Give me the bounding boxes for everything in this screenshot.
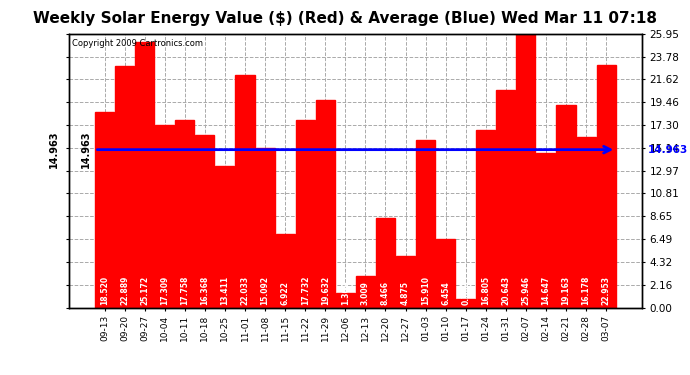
- Bar: [95, 112, 114, 308]
- Text: 25.172: 25.172: [140, 276, 149, 305]
- Text: 14.963: 14.963: [81, 131, 90, 168]
- Bar: [556, 105, 575, 308]
- Text: 15.910: 15.910: [421, 276, 430, 305]
- Bar: [255, 148, 275, 308]
- Bar: [215, 166, 235, 308]
- Text: 14.963: 14.963: [49, 131, 59, 168]
- Bar: [496, 90, 515, 308]
- Bar: [376, 218, 395, 308]
- Bar: [396, 256, 415, 307]
- Text: 0.772: 0.772: [461, 281, 470, 305]
- Text: 18.520: 18.520: [100, 276, 109, 305]
- Text: 16.178: 16.178: [582, 276, 591, 305]
- Bar: [516, 34, 535, 308]
- Bar: [235, 75, 255, 307]
- Text: Copyright 2009 Cartronics.com: Copyright 2009 Cartronics.com: [72, 39, 203, 48]
- Text: 25.946: 25.946: [522, 276, 531, 305]
- Text: 17.758: 17.758: [180, 276, 189, 305]
- Bar: [155, 125, 175, 308]
- Text: 4.875: 4.875: [401, 281, 410, 305]
- Text: 22.953: 22.953: [602, 276, 611, 305]
- Text: 14.963: 14.963: [647, 145, 688, 154]
- Bar: [476, 130, 495, 308]
- Bar: [316, 100, 335, 308]
- Bar: [295, 120, 315, 308]
- Bar: [356, 276, 375, 308]
- Text: 16.368: 16.368: [200, 276, 209, 305]
- Text: 15.092: 15.092: [261, 276, 270, 305]
- Bar: [275, 234, 295, 308]
- Bar: [135, 42, 155, 308]
- Text: 8.466: 8.466: [381, 281, 390, 305]
- Text: 6.922: 6.922: [281, 282, 290, 305]
- Bar: [436, 239, 455, 308]
- Text: 19.163: 19.163: [562, 276, 571, 305]
- Bar: [536, 153, 555, 308]
- Text: 16.805: 16.805: [481, 276, 491, 305]
- Text: 1.369: 1.369: [341, 282, 350, 305]
- Text: 19.632: 19.632: [321, 276, 330, 305]
- Bar: [416, 140, 435, 308]
- Bar: [115, 66, 134, 308]
- Bar: [175, 120, 195, 308]
- Bar: [597, 65, 615, 308]
- Text: 17.309: 17.309: [160, 276, 169, 305]
- Text: 6.454: 6.454: [441, 282, 450, 305]
- Text: 17.732: 17.732: [301, 276, 310, 305]
- Text: 3.009: 3.009: [361, 282, 370, 305]
- Bar: [456, 299, 475, 307]
- Text: 14.647: 14.647: [542, 276, 551, 305]
- Bar: [195, 135, 215, 308]
- Text: 22.033: 22.033: [241, 276, 250, 305]
- Text: 13.411: 13.411: [220, 276, 230, 305]
- Text: Weekly Solar Energy Value ($) (Red) & Average (Blue) Wed Mar 11 07:18: Weekly Solar Energy Value ($) (Red) & Av…: [33, 11, 657, 26]
- Text: 22.889: 22.889: [120, 276, 129, 305]
- Bar: [577, 137, 595, 308]
- Bar: [336, 293, 355, 308]
- Text: 20.643: 20.643: [502, 276, 511, 305]
